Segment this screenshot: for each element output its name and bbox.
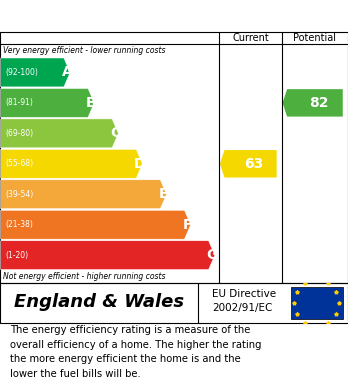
Text: G: G — [206, 248, 218, 262]
Text: England & Wales: England & Wales — [14, 293, 184, 311]
Text: (92-100): (92-100) — [5, 68, 38, 77]
Polygon shape — [220, 150, 277, 178]
Text: F: F — [183, 218, 192, 232]
Polygon shape — [1, 210, 191, 239]
Text: E: E — [159, 187, 168, 201]
Text: C: C — [110, 126, 120, 140]
Polygon shape — [283, 89, 343, 117]
Text: (55-68): (55-68) — [5, 159, 33, 168]
Text: A: A — [62, 65, 72, 79]
Polygon shape — [1, 149, 143, 178]
Bar — [291, 287, 343, 319]
Text: (39-54): (39-54) — [5, 190, 33, 199]
Text: (1-20): (1-20) — [5, 251, 28, 260]
Text: 82: 82 — [309, 96, 328, 110]
Text: Potential: Potential — [293, 33, 337, 43]
Text: (69-80): (69-80) — [5, 129, 33, 138]
Polygon shape — [1, 119, 118, 148]
Text: D: D — [134, 157, 145, 171]
Polygon shape — [1, 88, 94, 117]
Text: 63: 63 — [244, 157, 264, 171]
Text: (81-91): (81-91) — [5, 99, 33, 108]
Polygon shape — [1, 241, 215, 270]
Text: B: B — [86, 96, 96, 110]
Text: Energy Efficiency Rating: Energy Efficiency Rating — [63, 9, 285, 23]
Text: Very energy efficient - lower running costs: Very energy efficient - lower running co… — [3, 46, 166, 55]
Text: Current: Current — [232, 33, 269, 43]
Polygon shape — [1, 58, 70, 87]
Text: Not energy efficient - higher running costs: Not energy efficient - higher running co… — [3, 273, 166, 282]
Polygon shape — [1, 180, 167, 209]
Text: The energy efficiency rating is a measure of the
overall efficiency of a home. T: The energy efficiency rating is a measur… — [10, 325, 262, 378]
Text: EU Directive
2002/91/EC: EU Directive 2002/91/EC — [212, 289, 276, 313]
Text: (21-38): (21-38) — [5, 220, 33, 229]
